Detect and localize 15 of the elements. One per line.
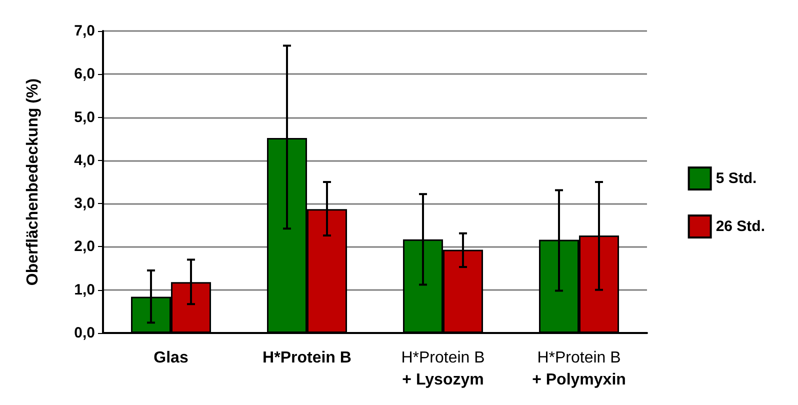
x-tick-label: H*Protein B + Polymyxin — [532, 350, 626, 388]
x-tick-label: H*Protein B + Lysozym — [401, 350, 485, 388]
y-tick-label: 6,0 — [74, 66, 95, 83]
x-tick-label: H*Protein B — [262, 350, 352, 366]
y-tick-label: 3,0 — [74, 195, 95, 212]
y-tick-label: 4,0 — [74, 152, 95, 169]
y-axis-title: Oberflächenbedeckung (%) — [24, 78, 42, 286]
y-tick-label: 7,0 — [74, 22, 95, 40]
legend-label: 5 Std. — [716, 170, 757, 187]
x-tick-label: Glas — [154, 350, 188, 366]
legend-label: 26 Std. — [716, 218, 766, 235]
y-tick-label: 2,0 — [74, 238, 95, 256]
y-tick-label: 0,0 — [74, 324, 95, 342]
y-tick-label: 1,0 — [74, 281, 95, 298]
y-tick-label: 5,0 — [74, 108, 95, 126]
